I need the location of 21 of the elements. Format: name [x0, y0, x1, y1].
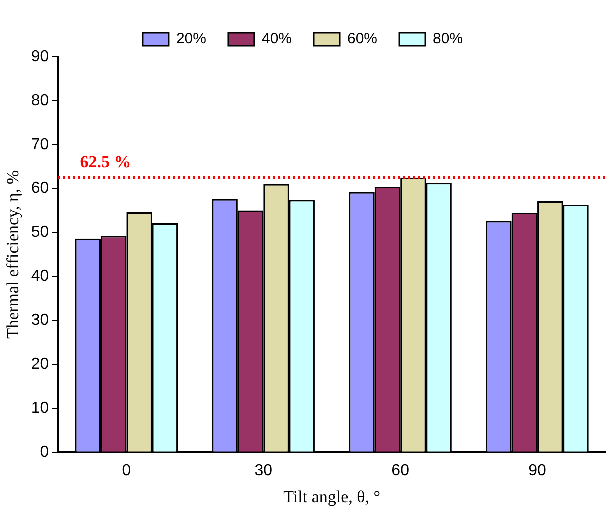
legend-label: 80% [433, 30, 464, 48]
y-tick-label: 20 [31, 356, 50, 373]
ref-line-label: 62.5 % [80, 152, 132, 172]
legend-label: 20% [176, 30, 206, 48]
y-tick-label: 80 [31, 92, 50, 110]
y-axis-title: Thermal efficiency, η, % [4, 170, 23, 339]
y-tick-label: 0 [40, 444, 50, 461]
y-tick-label: 10 [31, 400, 50, 417]
y-tick-label: 70 [31, 136, 50, 154]
y-tick-label: 90 [31, 48, 50, 66]
legend-label: 60% [348, 30, 378, 48]
x-tick-label: 60 [392, 462, 410, 480]
legend-label: 40% [262, 30, 292, 48]
x-axis-title: Tilt angle, θ, ° [284, 487, 381, 506]
y-tick-label: 30 [31, 312, 50, 330]
x-tick-label: 30 [254, 462, 273, 480]
y-tick-label: 50 [31, 224, 50, 242]
y-tick-label: 60 [31, 180, 50, 198]
x-tick-label: 0 [122, 462, 132, 480]
y-tick-label: 40 [31, 268, 50, 286]
x-tick-label: 90 [528, 462, 547, 480]
